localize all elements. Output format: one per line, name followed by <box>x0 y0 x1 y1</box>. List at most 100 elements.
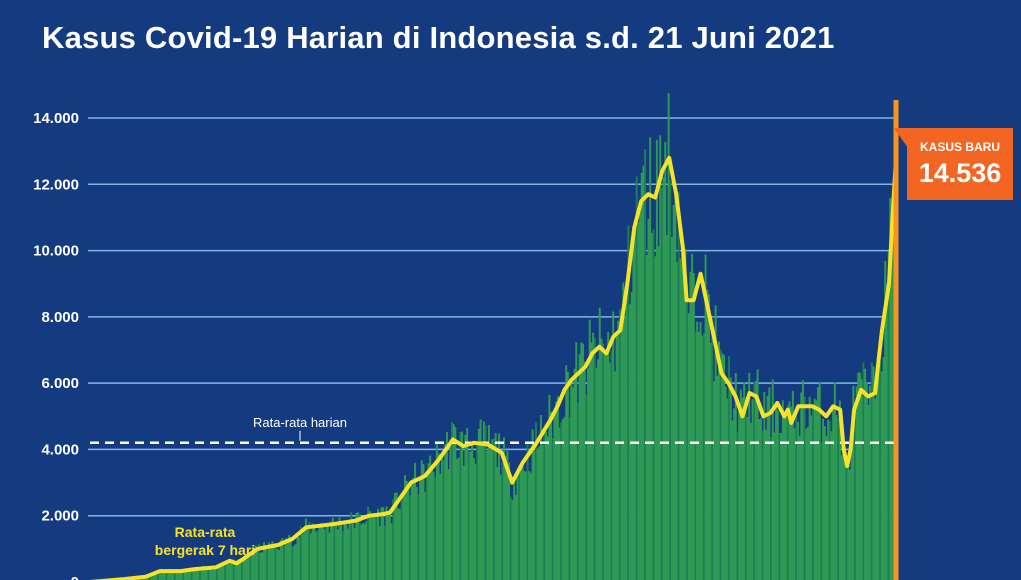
daily-bar <box>425 471 428 580</box>
daily-bar <box>726 398 729 580</box>
daily-bar <box>343 520 346 580</box>
daily-bar <box>335 522 338 580</box>
daily-bar <box>808 396 811 580</box>
daily-bar <box>435 444 438 580</box>
daily-bar <box>309 533 312 580</box>
daily-bar <box>476 441 479 580</box>
daily-bar <box>545 431 548 580</box>
daily-bar <box>150 573 153 580</box>
daily-bar <box>437 453 440 580</box>
daily-bar <box>375 516 378 580</box>
daily-bar <box>838 400 841 580</box>
daily-bar <box>217 567 220 580</box>
daily-bar <box>837 418 840 580</box>
daily-bar <box>640 172 643 580</box>
daily-bar <box>479 419 482 580</box>
daily-bar <box>385 506 388 580</box>
daily-bar <box>832 408 835 580</box>
daily-bar <box>551 438 554 580</box>
daily-bar <box>180 569 183 580</box>
daily-bar <box>434 477 437 580</box>
daily-bar <box>392 499 395 580</box>
daily-average-reference: Rata-rata harian <box>90 415 896 445</box>
y-tick-label: 0 <box>71 574 79 580</box>
daily-bar <box>791 390 794 580</box>
daily-bar <box>862 362 865 580</box>
daily-bar <box>778 432 781 580</box>
daily-bar <box>843 446 846 580</box>
daily-bar <box>587 368 590 580</box>
daily-bar <box>204 568 207 580</box>
daily-bar <box>410 480 413 580</box>
daily-bar <box>859 372 862 580</box>
daily-bar <box>817 387 820 580</box>
daily-bar <box>192 569 195 580</box>
daily-bar <box>236 560 239 580</box>
daily-bar <box>372 517 375 580</box>
daily-bar <box>284 538 287 580</box>
daily-bar <box>654 256 657 580</box>
daily-bar <box>178 572 181 580</box>
daily-bar <box>382 507 385 580</box>
daily-bar <box>226 563 228 580</box>
daily-bar <box>818 381 821 580</box>
daily-bar <box>763 391 766 580</box>
daily-bar <box>377 508 380 580</box>
daily-bar <box>370 514 373 580</box>
daily-bar <box>368 511 371 580</box>
daily-bar <box>555 401 558 580</box>
daily-bar <box>711 318 714 580</box>
daily-bar <box>723 354 726 580</box>
daily-bar <box>731 420 734 580</box>
daily-bar <box>692 272 695 580</box>
daily-bar <box>294 544 297 580</box>
daily-bar <box>665 235 668 580</box>
moving-average-label: Rata-rata <box>175 524 236 540</box>
daily-bar <box>822 418 825 580</box>
daily-bar <box>865 382 868 580</box>
daily-bar <box>328 532 331 580</box>
daily-bar <box>686 284 689 580</box>
daily-bar <box>875 386 878 580</box>
y-tick-label: 10.000 <box>33 243 79 260</box>
daily-bar <box>622 282 625 580</box>
daily-bar <box>885 283 888 580</box>
daily-bar <box>237 558 240 580</box>
daily-bar <box>570 380 573 580</box>
daily-bar <box>326 524 329 580</box>
daily-bar <box>795 406 798 580</box>
daily-bar <box>162 571 165 580</box>
daily-bar <box>734 372 737 580</box>
daily-bar <box>316 530 319 580</box>
daily-bar <box>830 431 833 580</box>
daily-bar <box>780 433 783 580</box>
daily-bar <box>813 398 816 580</box>
y-tick-label: 14.000 <box>33 110 79 127</box>
daily-bar <box>637 222 640 580</box>
daily-bar <box>219 565 222 580</box>
daily-bar <box>639 209 642 580</box>
daily-bar <box>684 248 687 580</box>
daily-bar <box>568 417 571 580</box>
daily-bar <box>659 135 662 580</box>
daily-bar <box>759 418 762 580</box>
daily-bar <box>660 187 663 580</box>
daily-bar <box>405 480 408 580</box>
daily-bar <box>511 499 514 580</box>
daily-bar <box>207 567 210 580</box>
daily-bar <box>733 408 736 580</box>
daily-bar <box>766 395 769 580</box>
daily-bar <box>699 321 702 580</box>
daily-bar <box>514 494 517 580</box>
daily-bar <box>857 372 860 580</box>
daily-bar <box>571 387 574 580</box>
daily-bar <box>353 528 356 580</box>
daily-bar <box>257 543 260 580</box>
daily-bar <box>588 319 591 580</box>
daily-bar <box>561 419 564 580</box>
daily-bar <box>350 512 353 580</box>
daily-bar <box>706 289 709 580</box>
daily-bar <box>356 512 359 580</box>
daily-bar <box>241 559 244 580</box>
